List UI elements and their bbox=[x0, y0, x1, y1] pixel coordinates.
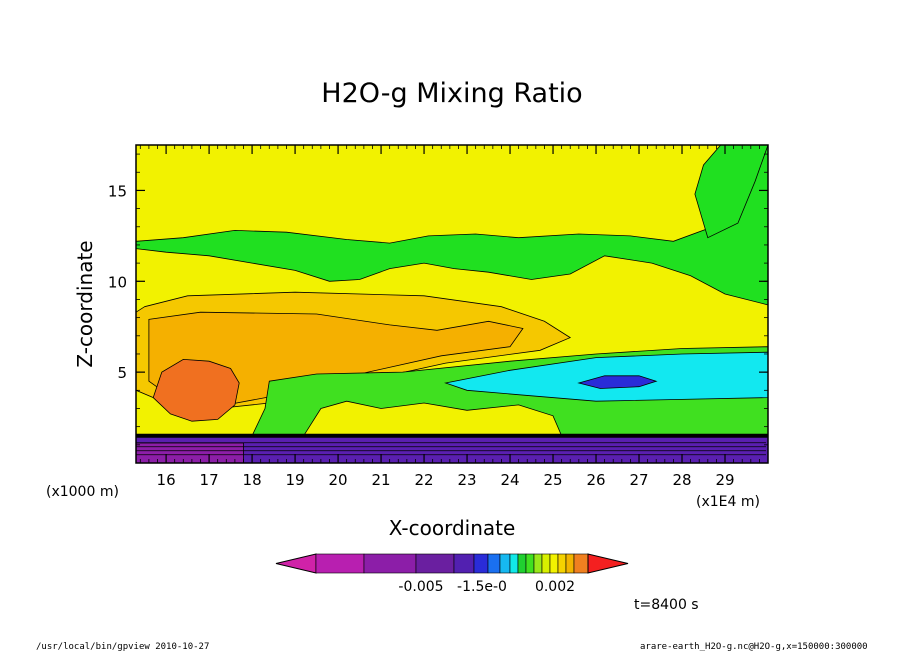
y-tick-label: 10 bbox=[108, 273, 127, 291]
chart-title: H2O-g Mixing Ratio bbox=[321, 78, 582, 109]
footer-left: /usr/local/bin/gpview 2010-10-27 bbox=[36, 642, 210, 652]
colorbar-segment bbox=[473, 553, 489, 574]
x-tick-label: 28 bbox=[672, 471, 691, 489]
contour-region-2 bbox=[694, 145, 768, 239]
colorbar-segment bbox=[549, 553, 559, 574]
y-tick-label: 15 bbox=[108, 182, 127, 200]
timestamp-label: t=8400 s bbox=[634, 597, 699, 613]
colorbar-label: -1.5e-0 bbox=[457, 579, 507, 595]
plot-frame bbox=[135, 144, 769, 464]
colorbar-left-arrow bbox=[275, 553, 317, 574]
x-tick-label: 23 bbox=[458, 471, 477, 489]
surface-thick-line bbox=[136, 433, 768, 438]
x-tick-label: 16 bbox=[157, 471, 176, 489]
colorbar-segment bbox=[573, 553, 589, 574]
x-tick-label: 20 bbox=[329, 471, 348, 489]
y-axis-ticks: 5 10 15 bbox=[108, 153, 768, 446]
contour-region-8 bbox=[577, 375, 658, 389]
colorbar-segment bbox=[509, 553, 519, 574]
colorbar-label: -0.005 bbox=[398, 579, 443, 595]
y-unit-label: (x1000 m) bbox=[46, 484, 119, 500]
x-tick-label: 26 bbox=[586, 471, 605, 489]
plot-area: 16 17 18 19 20 21 22 23 24 25 26 27 28 29 5 10 15 bbox=[108, 144, 769, 489]
y-axis-title: Z-coordinate bbox=[73, 240, 97, 367]
x-tick-label: 24 bbox=[500, 471, 519, 489]
colorbar-labels: -0.005 -1.5e-0 0.002 bbox=[398, 579, 575, 595]
colorbar bbox=[275, 553, 629, 574]
x-tick-label: 21 bbox=[372, 471, 391, 489]
y-tick-label: 5 bbox=[117, 364, 127, 382]
x-tick-label: 29 bbox=[715, 471, 734, 489]
contour-region-1 bbox=[136, 145, 768, 306]
contour-fills bbox=[136, 145, 768, 463]
colorbar-segment bbox=[533, 553, 543, 574]
colorbar-segment bbox=[415, 553, 455, 574]
colorbar-right-arrow bbox=[587, 553, 629, 574]
footer-right: arare-earth_H2O-g.nc@H2O-g,x=150000:3000… bbox=[640, 642, 868, 652]
colorbar-segment bbox=[517, 553, 527, 574]
colorbar-segment bbox=[541, 553, 551, 574]
x-tick-label: 18 bbox=[243, 471, 262, 489]
colorbar-segment bbox=[363, 553, 417, 574]
colorbar-segment bbox=[499, 553, 511, 574]
x-tick-label: 22 bbox=[415, 471, 434, 489]
contour-region-5 bbox=[152, 358, 240, 422]
x-tick-label: 19 bbox=[286, 471, 305, 489]
colorbar-segment bbox=[557, 553, 567, 574]
x-axis-title: X-coordinate bbox=[389, 516, 516, 540]
x-unit-label: (x1E4 m) bbox=[696, 494, 760, 510]
x-axis-ticks: 16 17 18 19 20 21 22 23 24 25 26 27 28 29 bbox=[139, 145, 769, 489]
colorbar-segment bbox=[315, 553, 365, 574]
colorbar-segment bbox=[487, 553, 501, 574]
x-tick-label: 25 bbox=[543, 471, 562, 489]
colorbar-segment bbox=[453, 553, 475, 574]
colorbar-segment bbox=[525, 553, 535, 574]
contour-region-11 bbox=[136, 442, 244, 463]
colorbar-label: 0.002 bbox=[535, 579, 575, 595]
colorbar-segment bbox=[565, 553, 575, 574]
contour-region-9 bbox=[302, 400, 563, 437]
surface-contour-lines bbox=[136, 433, 768, 456]
x-tick-label: 27 bbox=[629, 471, 648, 489]
x-tick-label: 17 bbox=[200, 471, 219, 489]
